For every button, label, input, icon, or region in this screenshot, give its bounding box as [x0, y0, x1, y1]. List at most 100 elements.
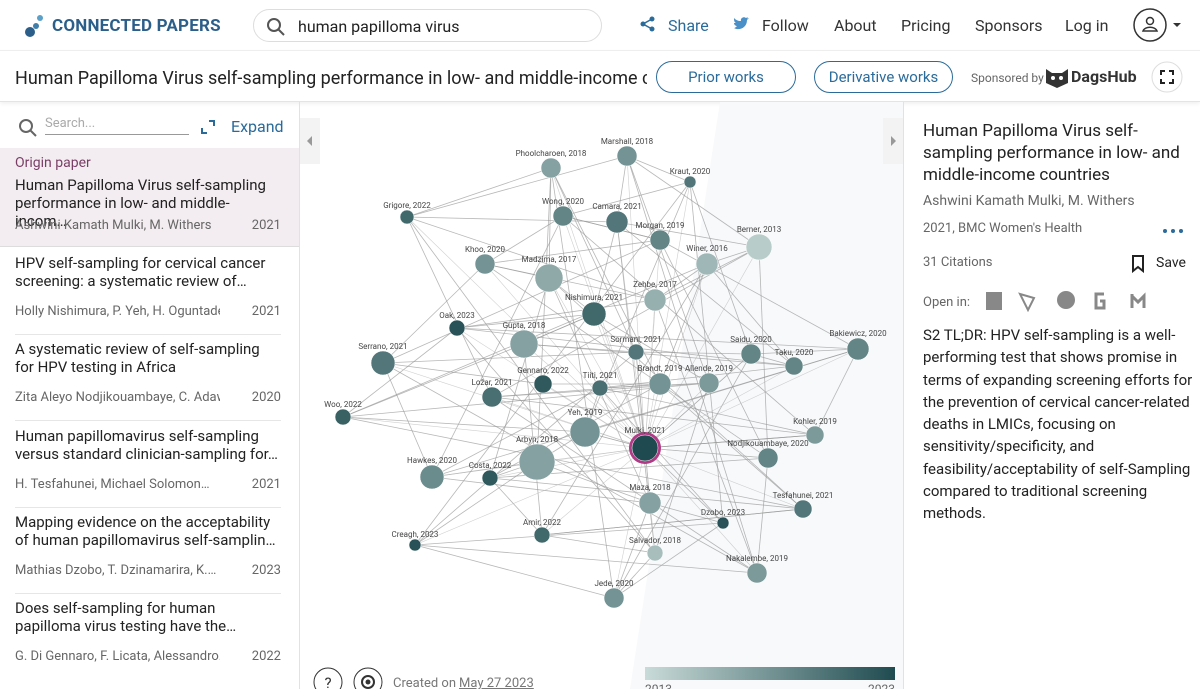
paper-node[interactable]: Ložar, 2021 [472, 378, 513, 408]
edge [489, 277, 550, 479]
details-venue: 2021, BMC Women's Health [923, 221, 1083, 236]
paper-node[interactable]: Allende, 2019 [685, 364, 733, 394]
prior-works-button[interactable]: Prior works [656, 61, 796, 93]
paper-node[interactable]: Jede, 2020 [595, 579, 634, 609]
node-circle [716, 516, 730, 530]
paper-node[interactable]: Costa, 2022 [469, 461, 512, 487]
expand-button[interactable]: Expand [231, 117, 284, 136]
paper-node[interactable]: Kraut, 2020 [670, 167, 711, 189]
paper-node[interactable]: Dzobo, 2023 [701, 508, 745, 530]
paper-node[interactable]: Wong, 2020 [542, 197, 584, 227]
search-text[interactable]: human papilloma virus [298, 17, 460, 36]
paper-node[interactable]: Grigore, 2022 [383, 201, 431, 225]
paper-node[interactable]: Nodjikouambaye, 2020 [727, 439, 809, 469]
paper-node[interactable]: Oak, 2023 [439, 311, 475, 337]
user-menu[interactable] [1132, 7, 1188, 43]
save-button[interactable]: Save [1156, 255, 1186, 271]
paper-node[interactable]: Morgan, 2019 [636, 221, 685, 251]
paper-node[interactable]: Tiiti, 2021 [583, 371, 618, 397]
edge [491, 396, 646, 449]
paper-item[interactable]: Human papillomavirus self-sampling versu… [15, 427, 281, 508]
origin-label: Origin paper [15, 155, 91, 171]
node-circle [648, 372, 672, 396]
paper-node[interactable]: Woo, 2022 [324, 400, 362, 426]
paper-node[interactable]: Arbyn, 2018 [516, 435, 559, 481]
paper-node[interactable]: Kohler, 2019 [793, 417, 837, 445]
help-button[interactable] [313, 667, 343, 689]
nav-pricing[interactable]: Pricing [901, 16, 951, 35]
paper-node[interactable]: Yeh, 2019 [568, 408, 603, 448]
filter-icon [19, 119, 37, 137]
paper-node[interactable]: Amir, 2022 [523, 518, 561, 544]
node-label: Dzobo, 2023 [701, 508, 745, 517]
paper-year: 2021 [251, 476, 281, 492]
paper-item[interactable]: Does self-sampling for human papilloma v… [15, 599, 281, 675]
paper-node[interactable]: Taku, 2020 [775, 348, 814, 376]
details-authors: Ashwini Kamath Mulki, M. Withers [923, 193, 1135, 209]
paper-node[interactable]: Winer, 2016 [686, 244, 728, 276]
paper-node[interactable]: Sormani, 2021 [610, 335, 662, 361]
scale-start: 2013 [645, 682, 672, 689]
nav-about[interactable]: About [834, 16, 877, 35]
node-circle [334, 408, 352, 426]
paper-authors: G. Di Gennaro, F. Licata, Alessandro… [15, 649, 220, 665]
edge [484, 239, 661, 265]
node-label: Marshall, 2018 [601, 137, 654, 146]
open-in-icons[interactable] [984, 290, 1159, 312]
recenter-button[interactable] [353, 667, 383, 689]
origin-item[interactable]: Origin paper Human Papilloma Virus self-… [0, 148, 299, 247]
edge [406, 216, 618, 223]
paper-node[interactable]: Bakiewicz, 2020 [829, 329, 887, 361]
node-label: Hawkes, 2020 [407, 456, 457, 465]
created-date[interactable]: May 27 2023 [459, 676, 534, 689]
paper-item[interactable]: Mapping evidence on the acceptability of… [15, 513, 281, 594]
paper-node[interactable]: Maza, 2018 [629, 483, 671, 515]
node-circle [643, 288, 667, 312]
more-button[interactable] [1162, 228, 1184, 234]
nav-follow[interactable]: Follow [762, 16, 809, 35]
paper-node[interactable]: Tesfahunei, 2021 [773, 491, 834, 519]
paper-node[interactable]: Madzima, 2017 [522, 255, 577, 293]
paper-item[interactable]: HPV self-sampling for cervical cancer sc… [15, 254, 281, 335]
paper-node[interactable]: Zehbe, 2017 [633, 280, 677, 312]
node-label: Kohler, 2019 [793, 417, 837, 426]
logo-icon [25, 15, 43, 37]
node-circle [533, 526, 551, 544]
nav-sponsors[interactable]: Sponsors [975, 16, 1043, 35]
filter-input[interactable]: Search... [45, 116, 189, 135]
paper-title: Does self-sampling for human papilloma v… [15, 599, 237, 636]
fullscreen-button[interactable] [1151, 61, 1183, 93]
node-label: Morgan, 2019 [636, 221, 685, 230]
paper-node[interactable]: Brandt, 2019 [638, 364, 683, 396]
save-icon [1132, 255, 1144, 273]
node-label: Allende, 2019 [685, 364, 733, 373]
node-label: Nishimura, 2021 [565, 293, 623, 302]
paper-node[interactable]: Salvador, 2018 [629, 536, 682, 562]
paper-item[interactable]: A systematic review of self-sampling for… [15, 340, 281, 422]
paper-node[interactable]: Marshall, 2018 [601, 137, 654, 167]
paper-node[interactable]: Nakalembe, 2019 [726, 554, 788, 584]
paper-node[interactable]: Serrano, 2021 [358, 342, 408, 376]
brand[interactable]: CONNECTED PAPERS [52, 16, 221, 36]
paper-node[interactable]: Saidu, 2020 [730, 335, 772, 365]
paper-authors: Holly Nishimura, P. Yeh, H. Oguntade, C.… [15, 304, 220, 319]
node-circle [695, 252, 719, 276]
nav-share[interactable]: Share [668, 16, 709, 35]
paper-node[interactable]: Nishimura, 2021 [565, 293, 623, 327]
graph: Marshall, 2018 Phoolcharoen, 2018 Kraut, 2… [300, 102, 903, 689]
paper-node[interactable]: Hawkes, 2020 [407, 456, 457, 490]
paper-node[interactable]: Camara, 2021 [592, 202, 642, 234]
paper-node[interactable]: Berner, 2013 [737, 225, 781, 261]
paper-node[interactable]: Creagh, 2023 [392, 530, 439, 552]
paper-node[interactable]: Gupta, 2018 [503, 321, 546, 359]
paper-node[interactable]: Mulki, 2021 [625, 426, 666, 464]
edge [406, 216, 493, 398]
sponsor-name[interactable]: DagsHub [1071, 67, 1137, 86]
paper-node[interactable]: Phoolcharoen, 2018 [516, 149, 587, 179]
nav-login[interactable]: Log in [1065, 16, 1109, 35]
paper-node[interactable]: Gennaro, 2022 [517, 366, 569, 394]
paper-node[interactable]: Khoo, 2020 [465, 245, 506, 275]
derivative-works-button[interactable]: Derivative works [814, 61, 953, 93]
search-box[interactable]: human papilloma virus [253, 9, 602, 42]
